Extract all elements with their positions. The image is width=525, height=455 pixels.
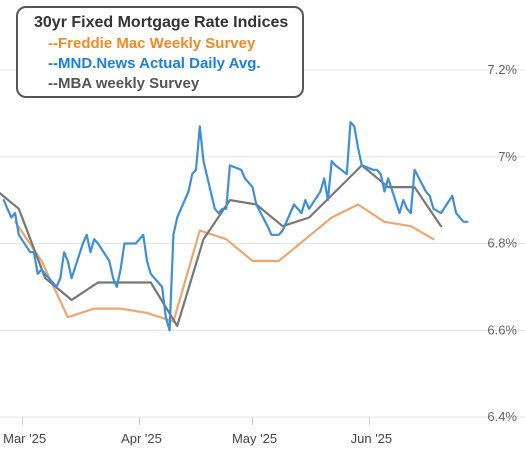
series-lines — [0, 121, 469, 332]
y-tick-label: 7.2% — [487, 62, 517, 77]
series-line-0 — [14, 203, 435, 323]
chart-title: 30yr Fixed Mortgage Rate Indices — [34, 14, 289, 31]
x-tick-label: Jun '25 — [351, 431, 393, 446]
y-tick-label: 7% — [498, 149, 517, 164]
y-axis-ticks: 6.4% 6.6% 6.8% 7% 7.2% — [487, 62, 517, 424]
x-tick-label: May '25 — [232, 431, 277, 446]
x-axis-ticks: Mar '25 Apr '25 May '25 Jun '25 — [3, 417, 392, 446]
legend-item-mnd-news: --MND.News Actual Daily Avg. — [48, 55, 261, 72]
y-tick-label: 6.8% — [487, 236, 517, 251]
legend-item-freddie-mac: --Freddie Mac Weekly Survey — [48, 35, 256, 52]
legend-item-mba: --MBA weekly Survey — [48, 75, 200, 92]
y-tick-label: 6.6% — [487, 322, 517, 337]
x-tick-label: Apr '25 — [121, 431, 162, 446]
series-line-2 — [0, 164, 443, 327]
grid-lines — [0, 69, 525, 418]
legend: 30yr Fixed Mortgage Rate Indices --Fredd… — [16, 6, 304, 98]
x-tick-label: Mar '25 — [3, 431, 46, 446]
series-line-1 — [2, 121, 469, 332]
y-tick-label: 6.4% — [487, 409, 517, 424]
